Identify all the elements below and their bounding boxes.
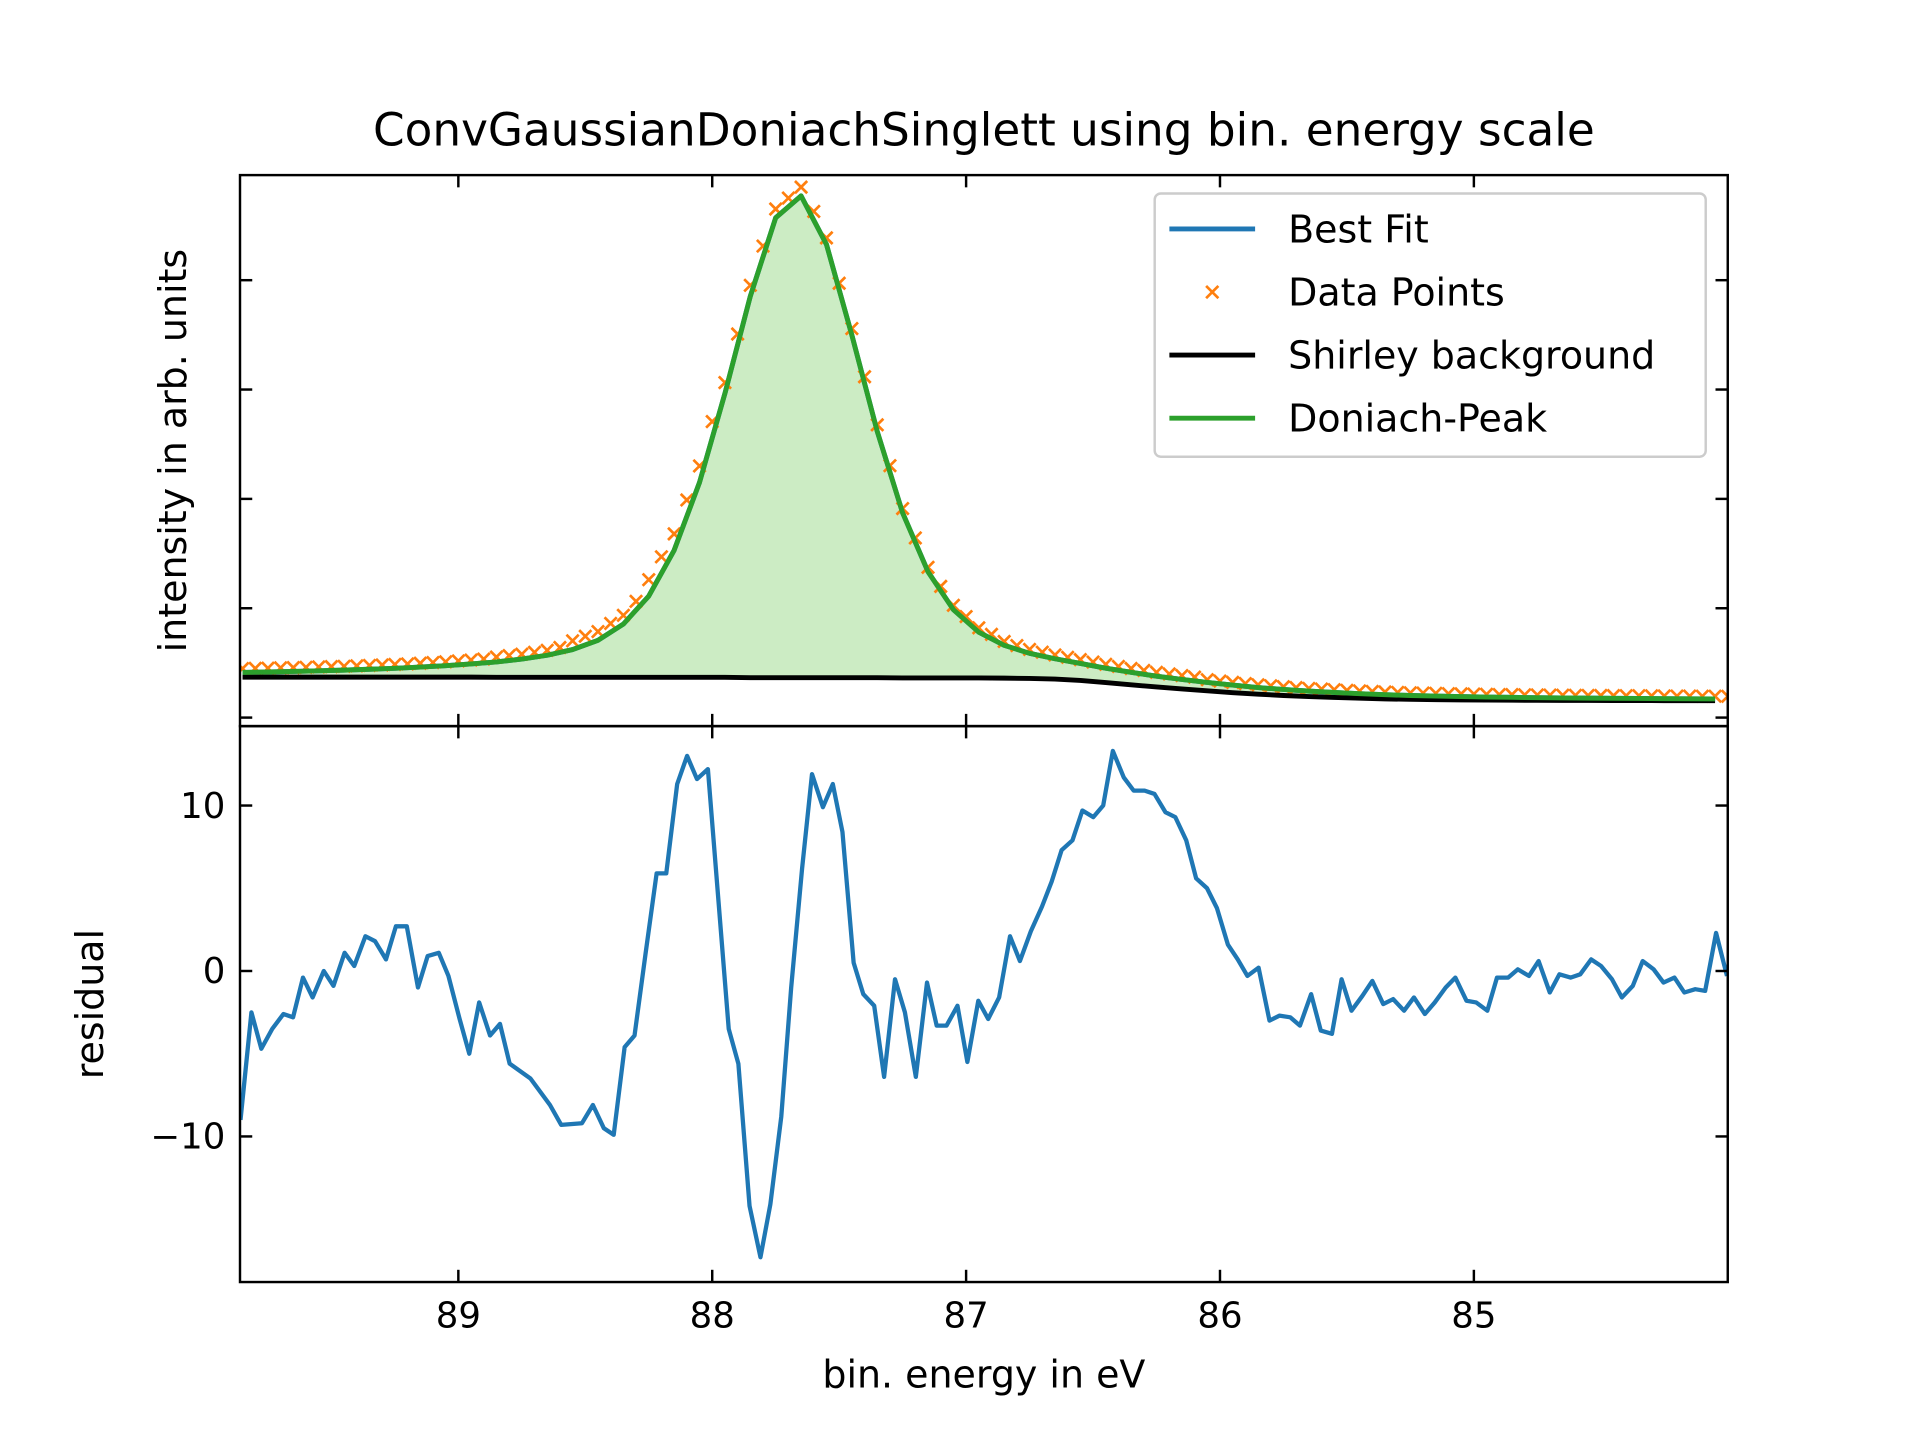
x-tick-label: 87 bbox=[944, 1295, 989, 1336]
plot-area bbox=[240, 748, 1728, 1260]
axes-frame bbox=[238, 724, 1729, 1284]
y-tick-label: 10 bbox=[180, 786, 225, 827]
legend-marker bbox=[1205, 284, 1220, 300]
chart-title: ConvGaussianDoniachSinglett using bin. e… bbox=[373, 104, 1595, 157]
x-tick-label: 85 bbox=[1451, 1295, 1496, 1336]
legend-label: Doniach-Peak bbox=[1288, 397, 1547, 441]
y-tick-label: 0 bbox=[203, 951, 226, 992]
data-point bbox=[565, 633, 580, 648]
x-tick-label: 86 bbox=[1197, 1295, 1242, 1336]
data-point bbox=[794, 180, 809, 195]
data-point bbox=[959, 609, 974, 624]
legend-label: Shirley background bbox=[1288, 334, 1655, 378]
y-axis-label: intensity in arb. units bbox=[151, 249, 195, 653]
legend-label: Data Points bbox=[1288, 271, 1505, 315]
series-line bbox=[240, 748, 1728, 1260]
legend-box bbox=[1153, 192, 1707, 458]
data-point bbox=[1720, 689, 1728, 704]
legend-label: Best Fit bbox=[1288, 207, 1429, 251]
y-tick-label: −10 bbox=[150, 1117, 225, 1158]
series-line bbox=[242, 193, 1716, 702]
x-tick-label: 89 bbox=[436, 1295, 481, 1336]
x-tick-label: 88 bbox=[690, 1295, 735, 1336]
plot-area bbox=[240, 180, 1728, 704]
data-point bbox=[578, 629, 593, 644]
series-line bbox=[242, 674, 1716, 704]
x-axis-label: bin. energy in eV bbox=[822, 1352, 1145, 1396]
y-axis-label: residual bbox=[68, 929, 112, 1079]
